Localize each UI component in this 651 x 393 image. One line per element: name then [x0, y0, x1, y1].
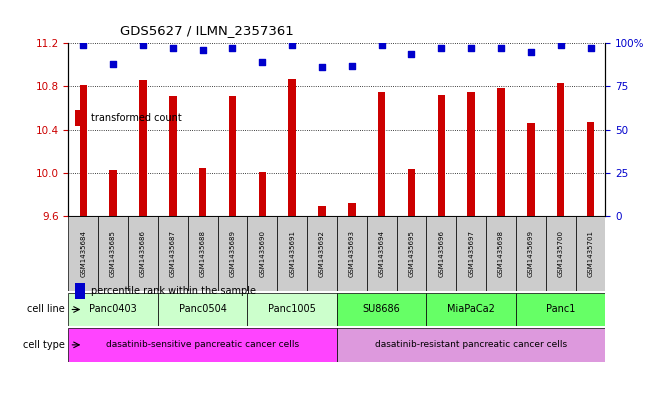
Bar — [247, 293, 337, 326]
Bar — [68, 328, 337, 362]
Bar — [68, 216, 98, 291]
Bar — [396, 216, 426, 291]
Text: Panc0403: Panc0403 — [89, 305, 137, 314]
Bar — [337, 216, 367, 291]
Bar — [337, 328, 605, 362]
Text: GSM1435691: GSM1435691 — [289, 230, 295, 277]
Point — [197, 47, 208, 53]
Text: GSM1435687: GSM1435687 — [170, 230, 176, 277]
Bar — [367, 216, 396, 291]
Text: GSM1435689: GSM1435689 — [229, 230, 236, 277]
Bar — [516, 293, 605, 326]
Text: GSM1435699: GSM1435699 — [528, 230, 534, 277]
Point — [108, 61, 118, 67]
Point — [406, 50, 417, 57]
Bar — [437, 95, 445, 216]
Point — [257, 59, 268, 65]
Bar — [348, 203, 355, 216]
Bar — [79, 85, 87, 216]
Bar — [217, 216, 247, 291]
Text: GDS5627 / ILMN_2357361: GDS5627 / ILMN_2357361 — [120, 24, 294, 37]
Text: GSM1435692: GSM1435692 — [319, 230, 325, 277]
Point — [167, 45, 178, 51]
Text: GSM1435700: GSM1435700 — [558, 230, 564, 277]
Bar — [158, 216, 187, 291]
Text: cell type: cell type — [23, 340, 65, 350]
Bar — [68, 293, 158, 326]
Text: GSM1435697: GSM1435697 — [468, 230, 474, 277]
Bar — [557, 83, 564, 216]
Text: GSM1435685: GSM1435685 — [110, 230, 116, 277]
Bar — [378, 92, 385, 216]
Text: transformed count: transformed count — [91, 113, 182, 123]
Point — [466, 45, 477, 51]
Bar — [575, 216, 605, 291]
Text: dasatinib-sensitive pancreatic cancer cells: dasatinib-sensitive pancreatic cancer ce… — [106, 340, 299, 349]
Bar — [497, 88, 505, 216]
Point — [138, 42, 148, 48]
Text: SU8686: SU8686 — [363, 305, 400, 314]
Bar — [199, 167, 206, 216]
Point — [317, 64, 327, 71]
Point — [525, 49, 536, 55]
Text: Panc1: Panc1 — [546, 305, 575, 314]
Bar — [426, 293, 516, 326]
Bar — [158, 293, 247, 326]
Text: GSM1435695: GSM1435695 — [408, 230, 415, 277]
Point — [78, 42, 89, 48]
Bar — [169, 96, 176, 216]
Bar — [587, 122, 594, 216]
Bar — [288, 79, 296, 216]
Point — [227, 45, 238, 51]
Bar — [516, 216, 546, 291]
Text: GSM1435688: GSM1435688 — [200, 230, 206, 277]
Bar — [187, 216, 217, 291]
Text: dasatinib-resistant pancreatic cancer cells: dasatinib-resistant pancreatic cancer ce… — [375, 340, 567, 349]
Bar — [98, 216, 128, 291]
Point — [376, 42, 387, 48]
Bar — [467, 92, 475, 216]
Point — [555, 42, 566, 48]
Text: GSM1435693: GSM1435693 — [349, 230, 355, 277]
Bar — [109, 170, 117, 216]
Point — [436, 45, 447, 51]
Text: percentile rank within the sample: percentile rank within the sample — [91, 286, 256, 296]
Bar — [408, 169, 415, 216]
Text: Panc1005: Panc1005 — [268, 305, 316, 314]
Bar — [258, 172, 266, 216]
Bar — [277, 216, 307, 291]
Text: GSM1435690: GSM1435690 — [259, 230, 266, 277]
Bar — [128, 216, 158, 291]
Point — [585, 45, 596, 51]
Bar — [527, 123, 534, 216]
Point — [496, 45, 506, 51]
Bar — [337, 293, 426, 326]
Text: Panc0504: Panc0504 — [178, 305, 227, 314]
Bar — [229, 96, 236, 216]
Text: GSM1435696: GSM1435696 — [438, 230, 445, 277]
Bar — [426, 216, 456, 291]
Text: GSM1435684: GSM1435684 — [80, 230, 87, 277]
Bar — [486, 216, 516, 291]
Bar — [318, 206, 326, 216]
Bar — [546, 216, 575, 291]
Text: MiaPaCa2: MiaPaCa2 — [447, 305, 495, 314]
Bar — [456, 216, 486, 291]
Text: GSM1435701: GSM1435701 — [587, 230, 594, 277]
Bar — [307, 216, 337, 291]
Text: GSM1435686: GSM1435686 — [140, 230, 146, 277]
Point — [287, 42, 298, 48]
Bar — [247, 216, 277, 291]
Text: GSM1435698: GSM1435698 — [498, 230, 504, 277]
Text: cell line: cell line — [27, 305, 65, 314]
Text: GSM1435694: GSM1435694 — [379, 230, 385, 277]
Point — [346, 62, 357, 69]
Bar — [139, 80, 146, 216]
